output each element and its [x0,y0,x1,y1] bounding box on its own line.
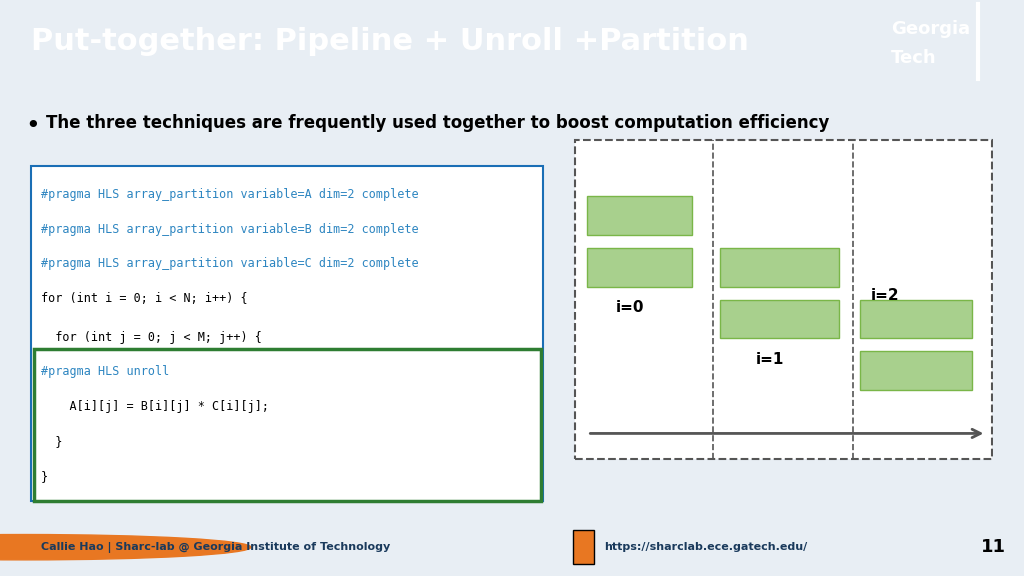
Text: }: } [41,435,62,448]
Text: A[i][j] = B[i][j] * C[i][j];: A[i][j] = B[i][j] * C[i][j]; [41,400,269,413]
FancyBboxPatch shape [860,300,972,338]
FancyBboxPatch shape [588,196,692,235]
Text: Put-together: Pipeline + Unroll +Partition: Put-together: Pipeline + Unroll +Partiti… [31,27,749,56]
FancyBboxPatch shape [588,248,692,287]
Text: i=2: i=2 [870,287,899,302]
Text: i=0: i=0 [615,301,644,316]
FancyBboxPatch shape [575,139,991,460]
FancyBboxPatch shape [860,351,972,391]
Text: i=1: i=1 [756,353,783,367]
Text: Callie Hao | Sharc-lab @ Georgia Institute of Technology: Callie Hao | Sharc-lab @ Georgia Institu… [41,541,390,553]
Text: #pragma HLS array_partition variable=C dim=2 complete: #pragma HLS array_partition variable=C d… [41,257,419,271]
Text: Tech: Tech [891,50,937,67]
FancyBboxPatch shape [31,166,543,501]
Text: Georgia: Georgia [891,20,970,38]
Text: for (int j = 0; j < M; j++) {: for (int j = 0; j < M; j++) { [41,331,262,343]
FancyBboxPatch shape [721,300,840,338]
Text: for (int i = 0; i < N; i++) {: for (int i = 0; i < N; i++) { [41,292,248,305]
Text: }: } [41,469,48,483]
FancyBboxPatch shape [34,349,541,501]
FancyBboxPatch shape [721,248,840,287]
Text: #pragma HLS unroll: #pragma HLS unroll [41,365,169,378]
Text: The three techniques are frequently used together to boost computation efficienc: The three techniques are frequently used… [46,114,829,132]
Text: https://sharclab.ece.gatech.edu/: https://sharclab.ece.gatech.edu/ [604,542,807,552]
Circle shape [0,535,251,560]
Text: •: • [26,114,40,138]
Text: 11: 11 [981,538,1006,556]
Text: #pragma HLS array_partition variable=A dim=2 complete: #pragma HLS array_partition variable=A d… [41,188,419,201]
FancyBboxPatch shape [573,530,594,564]
Text: #pragma HLS array_partition variable=B dim=2 complete: #pragma HLS array_partition variable=B d… [41,223,419,236]
